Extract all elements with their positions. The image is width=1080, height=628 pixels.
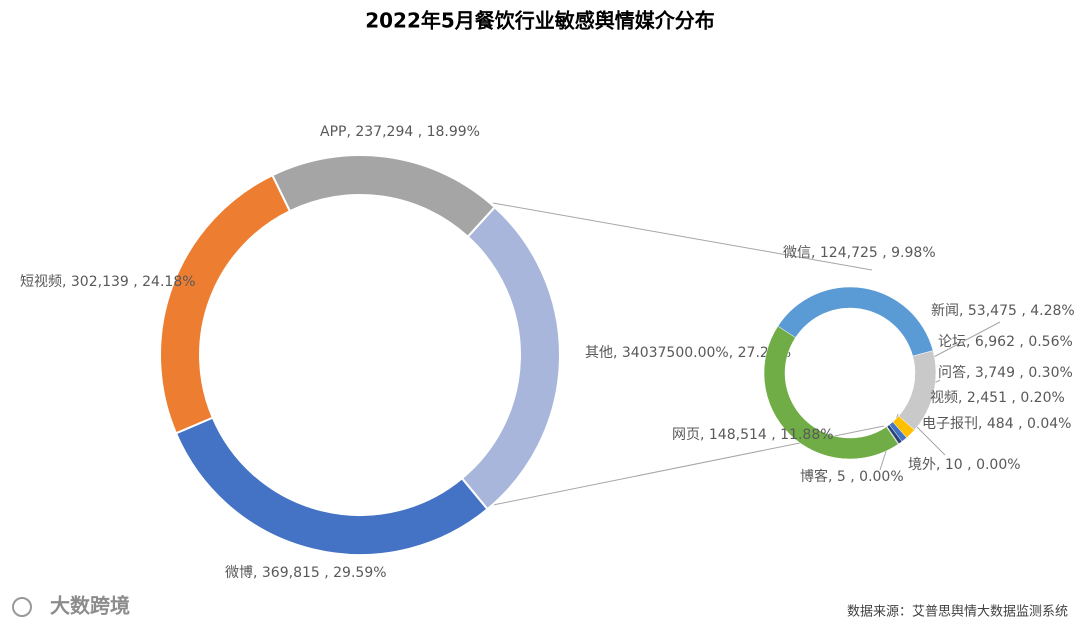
source-note: 数据来源：艾普思舆情大数据监测系统 [847,605,1068,620]
data-label: 电子报刊, 484 , 0.04% [922,416,1071,432]
logo-icon [12,597,32,617]
data-label: 其他, 34037500.00%, 27.24% [585,345,791,361]
data-label: 微信, 124,725 , 9.98% [783,245,936,261]
leader-line [927,321,1001,361]
data-label: 论坛, 6,962 , 0.56% [938,334,1073,350]
pie-slice [460,205,561,511]
data-label: 微博, 369,815 , 29.59% [225,564,387,581]
data-label: 境外, 10 , 0.00% [908,457,1021,473]
data-label: APP, 237,294 , 18.99% [320,124,480,140]
data-label: 问答, 3,749 , 0.30% [938,364,1073,381]
connector-line [492,202,873,271]
logo-text: 大数跨境 [50,594,130,618]
pie-slice [270,154,497,239]
data-label: 视频, 2,451 , 0.20% [930,390,1065,406]
data-label: 短视频, 302,139 , 24.18% [20,274,196,290]
data-label: 博客, 5 , 0.00% [800,468,904,485]
pie-slice [159,173,292,435]
data-label: 网页, 148,514 , 11.88% [672,427,834,443]
pie-slice [777,286,934,357]
chart-title: 2022年5月餐饮行业敏感舆情媒介分布 [365,9,715,33]
pie-slice [174,416,489,556]
data-label: 新闻, 53,475 , 4.28% [931,303,1075,319]
pie-slice [763,325,899,460]
